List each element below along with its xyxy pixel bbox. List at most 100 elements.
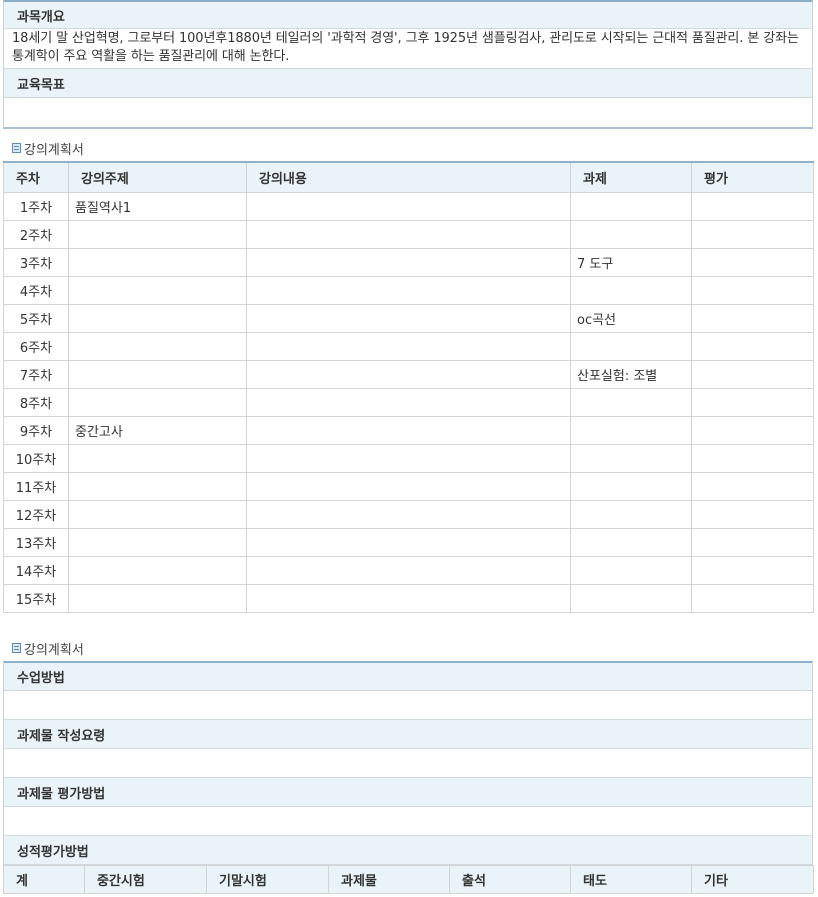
assignment-cell — [570, 471, 692, 501]
overview-header: 과목개요 — [3, 0, 813, 29]
assignment-cell — [570, 275, 692, 305]
week-cell: 15주차 — [3, 583, 69, 613]
topic-cell — [68, 275, 247, 305]
content-cell — [246, 443, 571, 473]
evaluation-cell — [691, 443, 814, 473]
lecture-plan-table: 주차 강의주제 강의내용 과제 평가 1주차 품질역사1 2주차 3주차 7 도구 4주차… — [3, 161, 814, 613]
week-cell: 2주차 — [3, 219, 69, 249]
grading-header: 성적평가방법 — [3, 836, 813, 865]
week-cell: 11주차 — [3, 471, 69, 501]
evaluation-cell — [691, 359, 814, 389]
assignment-cell: 산포실험: 조별 — [570, 359, 692, 389]
assignment-cell — [570, 583, 692, 613]
content-cell — [246, 583, 571, 613]
header-topic: 강의주제 — [68, 161, 247, 193]
assignment-cell: 7 도구 — [570, 247, 692, 277]
table-row: 9주차 중간고사 — [3, 415, 814, 445]
assignment-cell — [570, 415, 692, 445]
evaluation-cell — [691, 191, 814, 221]
week-cell: 1주차 — [3, 191, 69, 221]
assignment-cell — [570, 555, 692, 585]
evaluation-cell — [691, 415, 814, 445]
grading-total: 계 — [3, 865, 85, 894]
assignment-cell — [570, 443, 692, 473]
evaluation-cell — [691, 275, 814, 305]
evaluation-cell — [691, 527, 814, 557]
assignment-eval-body — [3, 807, 813, 836]
content-cell — [246, 499, 571, 529]
table-row: 10주차 — [3, 443, 814, 473]
header-content: 강의내용 — [246, 161, 571, 193]
header-week: 주차 — [3, 161, 69, 193]
plan-header-row: 주차 강의주제 강의내용 과제 평가 — [3, 161, 814, 193]
document-icon — [12, 643, 21, 653]
content-cell — [246, 555, 571, 585]
assignment-guide-header: 과제물 작성요령 — [3, 720, 813, 749]
evaluation-cell — [691, 303, 814, 333]
week-cell: 8주차 — [3, 387, 69, 417]
grading-assignment: 과제물 — [328, 865, 450, 894]
content-cell — [246, 471, 571, 501]
overview-text: 18세기 말 산업혁명, 그로부터 100년후1880년 테일러의 '과학적 경… — [12, 31, 799, 64]
topic-cell — [68, 527, 247, 557]
topic-cell — [68, 387, 247, 417]
content-cell — [246, 275, 571, 305]
table-row: 3주차 7 도구 — [3, 247, 814, 277]
topic-cell: 중간고사 — [68, 415, 247, 445]
evaluation-cell — [691, 331, 814, 361]
topic-cell — [68, 303, 247, 333]
week-cell: 12주차 — [3, 499, 69, 529]
evaluation-cell — [691, 387, 814, 417]
table-row: 14주차 — [3, 555, 814, 585]
table-row: 1주차 품질역사1 — [3, 191, 814, 221]
assignment-cell — [570, 331, 692, 361]
assignment-cell — [570, 499, 692, 529]
week-cell: 14주차 — [3, 555, 69, 585]
evaluation-cell — [691, 583, 814, 613]
assignment-guide-title: 과제물 작성요령 — [17, 728, 106, 744]
assignment-cell — [570, 527, 692, 557]
grading-etc: 기타 — [691, 865, 814, 894]
grading-header-row: 계 중간시험 기말시험 과제물 출석 태도 기타 — [3, 865, 814, 894]
topic-cell — [68, 247, 247, 277]
assignment-guide-body — [3, 749, 813, 778]
week-cell: 5주차 — [3, 303, 69, 333]
plan-caption-label: 강의계획서 — [24, 142, 84, 158]
plan-caption: 강의계획서 — [12, 139, 84, 158]
table-row: 6주차 — [3, 331, 814, 361]
evaluation-cell — [691, 555, 814, 585]
topic-cell — [68, 219, 247, 249]
table-row: 15주차 — [3, 583, 814, 613]
method-title: 수업방법 — [17, 671, 65, 686]
plan2-caption-label: 강의계획서 — [24, 642, 84, 658]
content-cell — [246, 359, 571, 389]
method-header: 수업방법 — [3, 661, 813, 691]
assignment-eval-header: 과제물 평가방법 — [3, 778, 813, 807]
grading-title: 성적평가방법 — [17, 844, 89, 860]
topic-cell — [68, 443, 247, 473]
topic-cell — [68, 331, 247, 361]
evaluation-cell — [691, 219, 814, 249]
plan2-caption: 강의계획서 — [12, 639, 84, 658]
topic-cell — [68, 359, 247, 389]
grading-attendance: 출석 — [449, 865, 571, 894]
grading-attitude: 태도 — [570, 865, 692, 894]
week-cell: 9주차 — [3, 415, 69, 445]
topic-cell — [68, 499, 247, 529]
assignment-cell — [570, 219, 692, 249]
content-cell — [246, 219, 571, 249]
grading-midterm: 중간시험 — [84, 865, 207, 894]
evaluation-cell — [691, 499, 814, 529]
objectives-header: 교육목표 — [3, 69, 813, 98]
content-cell — [246, 191, 571, 221]
objectives-title: 교육목표 — [17, 77, 65, 93]
objectives-body — [3, 98, 813, 129]
topic-cell — [68, 555, 247, 585]
topic-cell: 품질역사1 — [68, 191, 247, 221]
topic-cell — [68, 471, 247, 501]
table-row: 8주차 — [3, 387, 814, 417]
evaluation-cell — [691, 471, 814, 501]
week-cell: 13주차 — [3, 527, 69, 557]
week-cell: 3주차 — [3, 247, 69, 277]
document-icon — [12, 143, 21, 153]
